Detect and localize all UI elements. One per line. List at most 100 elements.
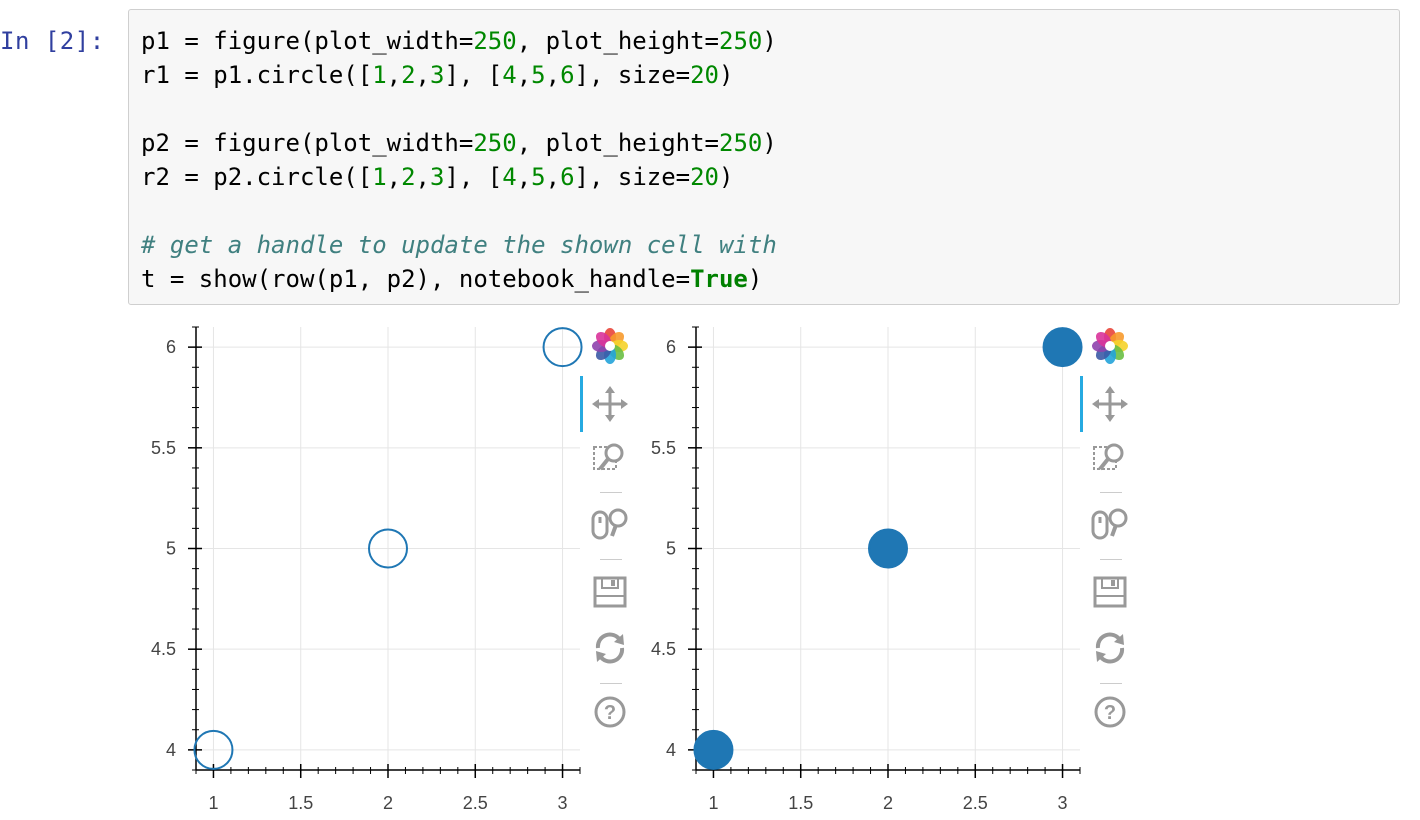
scatter-plot-2: 1 1.5 2 2.5 3 4 4.5 5 5.5 6	[651, 326, 1083, 813]
data-point	[868, 528, 908, 569]
code-token: True	[690, 265, 748, 293]
x-tick-label: 2	[883, 793, 893, 813]
code-token: ], [	[444, 61, 503, 89]
code-token: r2 = p2.circle([	[141, 163, 373, 191]
pan-tool-icon[interactable]	[1090, 384, 1130, 424]
reset-tool-icon[interactable]	[1090, 628, 1130, 668]
y-tick-label: 5	[166, 539, 176, 559]
bokeh-logo-icon[interactable]	[1090, 326, 1130, 366]
toolbar-separator	[1100, 492, 1122, 493]
y-tick-label: 4	[166, 740, 176, 760]
code-token: 250	[719, 27, 763, 55]
scatter-plot-1: 1 1.5 2 2.5 3 4 4.5 5 5.5 6	[151, 326, 583, 813]
code-token: , plot_height=	[516, 27, 719, 55]
code-line: r2 = p2.circle([1,2,3], [4,5,6], size=20…	[141, 160, 777, 194]
code-token: )	[762, 129, 777, 157]
toolbar-separator	[600, 683, 622, 684]
y-tick-label: 6	[666, 337, 676, 357]
svg-text:?: ?	[1104, 702, 1116, 724]
cell-output: 1 1.5 2 2.5 3 4 4.5 5 5.5 6 ? 1 1.5 2 2.5 3 4 4.5 5 5.5 6 …	[130, 318, 1210, 820]
y-tick-label: 4.5	[151, 639, 176, 659]
x-tick-label: 2.5	[963, 793, 988, 813]
code-token: ,	[415, 163, 430, 191]
code-token: 250	[473, 129, 517, 157]
toolbar-separator	[1100, 683, 1122, 684]
code-token: t = show(row(p1, p2), notebook_handle=	[141, 265, 691, 293]
y-tick-label: 5.5	[651, 438, 676, 458]
x-tick-label: 1	[208, 793, 218, 813]
code-token: 20	[690, 163, 720, 191]
code-line	[141, 194, 777, 228]
data-point	[542, 327, 583, 368]
code-token: 20	[690, 61, 720, 89]
code-token: 3	[430, 61, 445, 89]
code-token: ,	[516, 163, 532, 191]
code-token: ], [	[444, 163, 503, 191]
reset-tool-icon[interactable]	[590, 628, 630, 668]
x-tick-label: 1.5	[788, 793, 813, 813]
wheel-zoom-tool-icon[interactable]	[590, 504, 630, 544]
code-token: 4	[502, 163, 517, 191]
pan-tool-icon[interactable]	[590, 384, 630, 424]
code-token: r1 = p1.circle([	[141, 61, 373, 89]
data-point	[368, 528, 408, 569]
data-point	[1042, 327, 1083, 368]
y-tick-label: 5	[666, 539, 676, 559]
code-line: p2 = figure(plot_width=250, plot_height=…	[141, 126, 777, 160]
bokeh-logo-icon[interactable]	[590, 326, 630, 366]
code-token: p2 = figure(plot_width=	[141, 129, 474, 157]
code-cell-input[interactable]: p1 = figure(plot_width=250, plot_height=…	[128, 9, 1400, 305]
plot-p1-toolbar: ?	[580, 326, 630, 746]
plot-p1[interactable]: 1 1.5 2 2.5 3 4 4.5 5 5.5 6	[130, 318, 630, 818]
code-token: ], size=	[574, 163, 691, 191]
plot-p2[interactable]: 1 1.5 2 2.5 3 4 4.5 5 5.5 6	[630, 318, 1130, 818]
x-tick-label: 2	[383, 793, 393, 813]
help-tool-icon[interactable]: ?	[1090, 692, 1130, 732]
code-line	[141, 92, 777, 126]
code-token: 250	[473, 27, 517, 55]
help-tool-icon[interactable]: ?	[590, 692, 630, 732]
data-point	[193, 729, 234, 770]
cell-prompt: In [2]:	[0, 27, 105, 55]
save-tool-icon[interactable]	[590, 572, 630, 612]
code-token: 2	[401, 61, 416, 89]
x-tick-label: 1.5	[288, 793, 313, 813]
code-token: 1	[372, 163, 387, 191]
code-token: 3	[430, 163, 445, 191]
code-comment: # get a handle to update the shown cell …	[141, 231, 777, 259]
code-token: 4	[502, 61, 517, 89]
code-token: )	[719, 163, 734, 191]
code-token: 250	[719, 129, 763, 157]
code-token: p1 = figure(plot_width=	[141, 27, 474, 55]
code-token: 6	[560, 163, 575, 191]
svg-text:?: ?	[604, 702, 616, 724]
code-line: p1 = figure(plot_width=250, plot_height=…	[141, 24, 777, 58]
box-zoom-tool-icon[interactable]	[1090, 439, 1130, 479]
x-tick-label: 1	[708, 793, 718, 813]
code-token: ,	[516, 61, 532, 89]
y-tick-label: 6	[166, 337, 176, 357]
code-token: 1	[372, 61, 387, 89]
x-tick-label: 3	[558, 793, 568, 813]
code-token: 2	[401, 163, 416, 191]
code-line: r1 = p1.circle([1,2,3], [4,5,6], size=20…	[141, 58, 777, 92]
active-tool-indicator	[580, 376, 583, 432]
code-token: )	[747, 265, 763, 293]
code-token: ,	[386, 163, 402, 191]
wheel-zoom-tool-icon[interactable]	[1090, 504, 1130, 544]
code-token: , plot_height=	[516, 129, 719, 157]
toolbar-separator	[1100, 559, 1122, 560]
code-line: # get a handle to update the shown cell …	[141, 228, 777, 262]
toolbar-separator	[600, 559, 622, 560]
code-token: )	[719, 61, 734, 89]
y-tick-label: 5.5	[151, 438, 176, 458]
code-editor[interactable]: p1 = figure(plot_width=250, plot_height=…	[141, 24, 777, 296]
x-tick-label: 2.5	[463, 793, 488, 813]
box-zoom-tool-icon[interactable]	[590, 439, 630, 479]
code-token: 6	[560, 61, 575, 89]
save-tool-icon[interactable]	[1090, 572, 1130, 612]
data-point	[693, 729, 734, 770]
code-token: 5	[531, 61, 546, 89]
code-token: )	[762, 27, 777, 55]
toolbar-separator	[600, 492, 622, 493]
